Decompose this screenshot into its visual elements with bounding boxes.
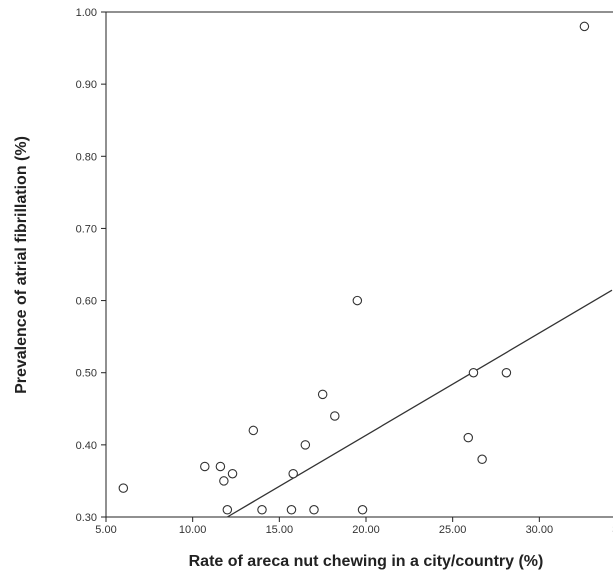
data-point [257, 505, 267, 515]
plot-area [105, 11, 613, 518]
regression-line [227, 289, 613, 518]
data-point [286, 505, 297, 515]
data-point [579, 21, 590, 32]
y-tick-label: 0.70 [76, 223, 97, 235]
data-point [352, 295, 363, 306]
y-tick-label: 0.50 [76, 368, 97, 380]
data-point [309, 505, 319, 515]
data-point [288, 468, 298, 479]
y-tick-label: 0.90 [76, 79, 97, 91]
x-axis-title: Rate of areca nut chewing in a city/coun… [189, 553, 544, 570]
data-points [118, 21, 590, 515]
data-point [330, 411, 340, 421]
data-point [222, 505, 233, 515]
data-point [248, 425, 259, 436]
y-tick-label: 0.60 [76, 296, 97, 308]
x-tick-label: 25.00 [439, 524, 467, 536]
x-tick-label: 30.00 [526, 524, 554, 536]
data-point [219, 476, 229, 486]
data-point [118, 483, 129, 493]
y-tick-label: 1.00 [76, 7, 97, 19]
data-point [200, 461, 210, 472]
y-tick-labels: 0.30 0.40 0.50 0.60 0.70 0.80 0.90 1.00 [76, 7, 97, 524]
data-point [501, 367, 512, 378]
x-tick-label: 20.00 [352, 524, 380, 536]
data-point [357, 505, 368, 515]
y-axis-title: Prevalence of atrial fibrillation (%) [13, 136, 30, 394]
y-tick-label: 0.40 [76, 440, 97, 452]
data-point [468, 367, 479, 378]
x-tick-label: 15.00 [266, 524, 294, 536]
data-point [215, 461, 226, 472]
y-tick-label: 0.80 [76, 151, 97, 163]
y-tick-marks [101, 11, 106, 518]
x-tick-label: 10.00 [179, 524, 207, 536]
data-point [300, 440, 311, 450]
x-tick-label: 5.00 [95, 524, 116, 536]
data-point [227, 468, 238, 479]
data-point [463, 432, 474, 443]
y-tick-label: 0.30 [76, 512, 97, 524]
x-tick-marks [105, 517, 540, 522]
data-point [317, 389, 328, 400]
data-point [477, 454, 487, 465]
